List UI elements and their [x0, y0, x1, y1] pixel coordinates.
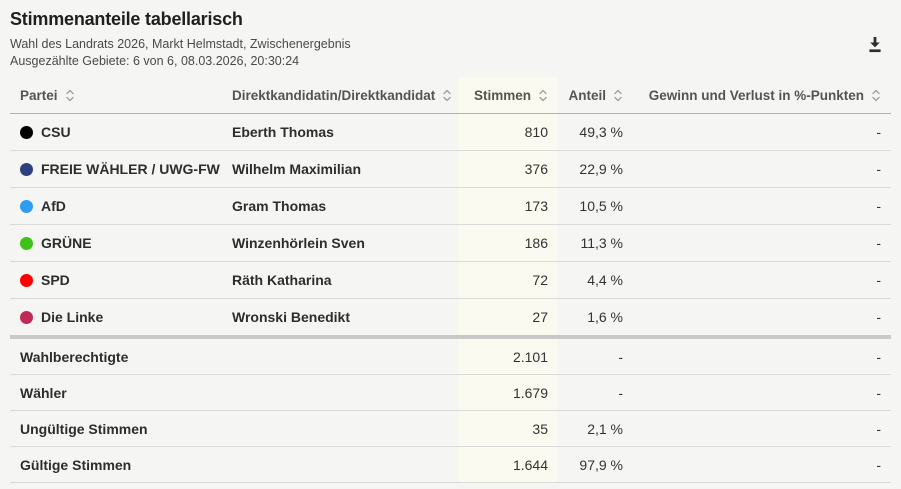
party-cell: AfD [10, 188, 222, 225]
stimmen-value: 1.644 [458, 446, 558, 483]
anteil-value: 11,3 % [580, 235, 623, 251]
party-cell: FREIE WÄHLER / UWG-FW [10, 151, 222, 188]
candidate-name: Wronski Benedikt [232, 309, 350, 325]
gewinn-verlust-value: - [876, 456, 881, 473]
party-color-dot [20, 199, 33, 213]
candidate-name: Wilhelm Maximilian [232, 161, 362, 177]
results-table: Partei Direktkandidatin/Direktkandidat S… [10, 77, 891, 483]
candidate-name: Eberth Thomas [232, 124, 334, 140]
gewinn-verlust-value: - [876, 420, 881, 437]
candidate-name: Räth Katharina [232, 272, 332, 288]
download-button[interactable] [862, 31, 888, 57]
gewinn-verlust-value: - [876, 124, 881, 140]
party-name: FREIE WÄHLER / UWG-FW [41, 161, 220, 177]
table-row: GRÜNE Winzenhörlein Sven 186 11,3 % - [10, 224, 891, 262]
column-label: Gewinn und Verlust in %-Punkten [648, 87, 864, 103]
summary-row: Ungültige Stimmen 35 2,1 % - [10, 410, 891, 447]
header-block: Stimmenanteile tabellarisch Wahl des Lan… [0, 0, 901, 70]
candidate-name: Winzenhörlein Sven [232, 235, 365, 251]
anteil-value: 2,1 % [587, 420, 623, 437]
party-color-dot [20, 125, 33, 139]
gewinn-verlust-value: - [876, 384, 881, 401]
gewinn-verlust-value: - [876, 161, 881, 177]
column-header-gewinn-verlust[interactable]: Gewinn und Verlust in %-Punkten [633, 77, 891, 114]
party-cell: SPD [10, 262, 222, 299]
sort-icon [65, 88, 75, 103]
party-color-dot [20, 162, 33, 176]
summary-rows: Wahlberechtigte 2.101 - - Wähler 1.679 -… [10, 337, 891, 483]
stimmen-value: 810 [458, 113, 558, 151]
column-header-direktkandidat[interactable]: Direktkandidatin/Direktkandidat [222, 77, 458, 114]
anteil-value: 97,9 % [579, 456, 623, 473]
sort-icon [871, 88, 881, 103]
stimmen-value: 376 [458, 150, 558, 188]
party-cell: Die Linke [10, 299, 222, 338]
anteil-value: - [618, 348, 623, 365]
stimmen-value: 1.679 [458, 374, 558, 411]
table-row: SPD Räth Katharina 72 4,4 % - [10, 261, 891, 299]
gewinn-verlust-value: - [876, 309, 881, 325]
gewinn-verlust-value: - [876, 348, 881, 365]
party-cell: CSU [10, 114, 222, 151]
summary-label: Wähler [20, 384, 67, 401]
party-color-dot [20, 273, 33, 287]
column-label: Anteil [568, 87, 606, 103]
sort-icon [442, 88, 452, 103]
party-cell: GRÜNE [10, 225, 222, 262]
stimmen-value: 2.101 [458, 337, 558, 375]
party-name: SPD [41, 272, 70, 288]
stimmen-value: 72 [458, 261, 558, 299]
anteil-value: 1,6 % [587, 309, 623, 325]
table-header: Partei Direktkandidatin/Direktkandidat S… [10, 77, 891, 114]
party-name: Die Linke [41, 309, 104, 325]
gewinn-verlust-value: - [876, 235, 881, 251]
stimmen-value: 173 [458, 187, 558, 225]
summary-row: Wähler 1.679 - - [10, 374, 891, 411]
party-name: CSU [41, 124, 71, 140]
anteil-value: - [618, 384, 623, 401]
candidate-name: Gram Thomas [232, 198, 327, 214]
party-name: AfD [41, 198, 66, 214]
party-name: GRÜNE [41, 235, 92, 251]
table-header-row: Partei Direktkandidatin/Direktkandidat S… [10, 77, 891, 114]
table-row: AfD Gram Thomas 173 10,5 % - [10, 187, 891, 225]
column-header-anteil[interactable]: Anteil [558, 77, 633, 114]
anteil-value: 22,9 % [579, 161, 623, 177]
table-row: CSU Eberth Thomas 810 49,3 % - [10, 113, 891, 151]
column-header-partei[interactable]: Partei [10, 77, 222, 114]
sort-icon [538, 88, 548, 103]
summary-label: Ungültige Stimmen [20, 420, 148, 437]
column-label: Stimmen [473, 87, 531, 103]
summary-label: Gültige Stimmen [20, 456, 132, 473]
anteil-value: 4,4 % [587, 272, 623, 288]
anteil-value: 49,3 % [579, 124, 623, 140]
party-rows: CSU Eberth Thomas 810 49,3 % - FREIE WÄH… [10, 113, 891, 338]
stimmen-value: 186 [458, 224, 558, 262]
page-title: Stimmenanteile tabellarisch [10, 9, 243, 29]
column-label: Partei [20, 87, 58, 103]
gewinn-verlust-value: - [876, 272, 881, 288]
column-label: Direktkandidatin/Direktkandidat [232, 87, 436, 103]
counted-areas-status: Ausgezählte Gebiete: 6 von 6, 08.03.2026… [10, 54, 300, 68]
download-icon [865, 34, 885, 55]
sort-icon [613, 88, 623, 103]
summary-row: Gültige Stimmen 1.644 97,9 % - [10, 446, 891, 483]
summary-label: Wahlberechtigte [20, 348, 129, 365]
stimmen-value: 27 [458, 298, 558, 337]
gewinn-verlust-value: - [876, 198, 881, 214]
table-row: FREIE WÄHLER / UWG-FW Wilhelm Maximilian… [10, 150, 891, 188]
party-color-dot [20, 236, 33, 250]
column-header-stimmen[interactable]: Stimmen [458, 77, 558, 114]
election-subtitle: Wahl des Landrats 2026, Markt Helmstadt,… [10, 37, 351, 51]
table-row: Die Linke Wronski Benedikt 27 1,6 % - [10, 298, 891, 338]
stimmen-value: 35 [458, 410, 558, 447]
party-color-dot [20, 310, 33, 324]
anteil-value: 10,5 % [579, 198, 623, 214]
summary-row: Wahlberechtigte 2.101 - - [10, 337, 891, 375]
